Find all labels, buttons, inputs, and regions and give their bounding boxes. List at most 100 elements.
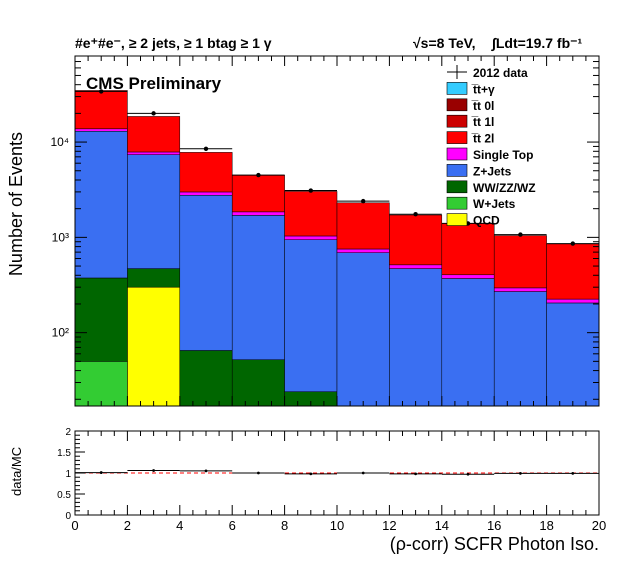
main-y-tick-label: 10⁴ <box>50 135 69 149</box>
bar-t-t-2l-9 <box>546 243 600 300</box>
legend-swatch-qcd <box>446 213 468 226</box>
x-tick-label: 14 <box>435 518 449 533</box>
ratio-point-6 <box>414 472 417 476</box>
bar-single-top-0 <box>74 128 128 132</box>
main-y-axis: 10² 10³ 10⁴ <box>50 55 599 400</box>
bar-t-t-2l-0 <box>74 90 128 130</box>
main-y-tick-label: 10² <box>52 326 69 340</box>
x-tick-label: 12 <box>382 518 396 533</box>
ratio-point-1 <box>152 469 156 472</box>
x-tick-label: 16 <box>487 518 501 533</box>
y-axis-label: Number of Events <box>6 132 26 276</box>
ratio-point-7 <box>466 472 470 476</box>
data-point-2 <box>203 146 209 151</box>
ratio-x-axis: 0 2 4 6 8 10 12 14 16 18 20 <box>71 431 606 533</box>
bar-single-top-4 <box>284 235 338 240</box>
bar-single-top-3 <box>231 211 285 216</box>
x-tick-label: 4 <box>176 518 183 533</box>
legend-swatch-t-t-0l <box>446 98 468 112</box>
legend-label: t̅t+γ <box>471 82 495 96</box>
legend-label: t̅t 0l <box>471 99 494 113</box>
ratio-point-3 <box>257 471 260 475</box>
data-points <box>75 89 599 246</box>
x-tick-label: 0 <box>71 518 78 533</box>
bar-t-t-2l-1 <box>127 116 181 153</box>
legend-label: t̅t 1l <box>471 115 494 129</box>
legend-label: t̅t 2l <box>471 132 494 146</box>
ratio-y-tick-label: 0 <box>65 511 71 522</box>
ratio-point-9 <box>571 472 575 475</box>
main-plot: 10² 10³ 10⁴ CMS Preliminary 2012 data t̅t+γ… <box>50 55 600 407</box>
legend-swatch-single-top <box>446 147 468 161</box>
bar-single-top-2 <box>179 191 233 196</box>
bar-ww-zz-wz-2 <box>179 350 233 407</box>
ratio-y-axis: 0 0.5 1 1.5 2 <box>57 427 85 522</box>
ratio-y-axis-label: data/MC <box>9 447 24 496</box>
ratio-point-2 <box>204 469 208 473</box>
bar-t-t-2l-6 <box>389 214 443 266</box>
bar-single-top-1 <box>127 151 181 155</box>
x-tick-label: 2 <box>124 518 131 533</box>
ratio-point-0 <box>99 471 103 474</box>
data-point-5 <box>361 198 366 204</box>
x-tick-label: 18 <box>539 518 553 533</box>
bar-z-jets-6 <box>389 268 443 407</box>
data-point-4 <box>308 188 313 193</box>
data-point-6 <box>413 212 418 217</box>
bar-ww-zz-wz-3 <box>231 359 285 407</box>
legend-swatch-w-jets <box>446 196 468 210</box>
bar-t-t-2l-4 <box>284 191 338 237</box>
energy-label: √s=8 TeV, <box>413 35 476 51</box>
bar-z-jets-9 <box>546 302 600 407</box>
bar-z-jets-5 <box>336 252 390 407</box>
legend-swatch-ww-zz-wz <box>446 180 468 194</box>
bar-z-jets-3 <box>231 215 285 360</box>
ratio-y-tick-label: 2 <box>65 427 71 438</box>
stacked-histogram <box>74 90 600 407</box>
legend-label: Z+Jets <box>473 164 512 178</box>
bar-single-top-8 <box>493 287 547 292</box>
ratio-point-8 <box>519 472 522 475</box>
ratio-point-4 <box>309 472 313 476</box>
main-y-tick-label: 10³ <box>52 230 69 244</box>
bar-z-jets-4 <box>284 239 338 392</box>
x-axis-label: (ρ-corr) SCFR Photon Iso. <box>390 534 599 554</box>
bar-ww-zz-wz-1 <box>127 268 181 288</box>
bar-single-top-9 <box>546 298 600 304</box>
bar-ww-zz-wz-0 <box>74 277 128 362</box>
bar-single-top-5 <box>336 248 390 253</box>
data-point-0 <box>99 89 104 94</box>
data-point-3 <box>256 172 261 178</box>
bar-z-jets-8 <box>493 291 547 407</box>
bar-t-t-2l-5 <box>336 202 390 250</box>
legend-label: QCD <box>473 214 500 228</box>
ratio-y-tick-label: 1.5 <box>57 448 71 459</box>
ratio-y-tick-label: 0.5 <box>57 490 71 501</box>
bar-z-jets-0 <box>74 131 128 279</box>
data-point-9 <box>570 241 575 246</box>
bar-z-jets-7 <box>441 278 495 407</box>
legend-label: Single Top <box>473 148 533 162</box>
legend-swatch-t-t-1l <box>446 114 468 128</box>
bar-z-jets-1 <box>127 154 181 269</box>
lumi-label: ∫Ldt=19.7 fb⁻¹ <box>491 35 583 52</box>
ratio-point-5 <box>361 471 365 475</box>
main-x-ticks <box>74 56 600 406</box>
legend-swatch-t-t- <box>446 82 468 95</box>
legend-label: 2012 data <box>473 66 528 80</box>
selection-title: #e⁺#e⁻, ≥ 2 jets, ≥ 1 btag ≥ 1 γ <box>75 35 272 51</box>
ratio-points <box>75 469 599 476</box>
bar-t-t-2l-8 <box>493 235 547 289</box>
legend-label: W+Jets <box>473 197 516 211</box>
cms-preliminary-label: CMS Preliminary <box>86 74 222 93</box>
data-point-1 <box>151 111 156 116</box>
x-tick-label: 6 <box>229 518 236 533</box>
x-tick-label: 10 <box>330 518 344 533</box>
bar-qcd-1 <box>127 286 181 407</box>
ratio-y-tick-label: 1 <box>65 469 71 480</box>
ratio-plot: 0 0.5 1 1.5 2 0 2 4 6 8 10 12 14 16 18 20 <box>57 427 606 533</box>
bar-t-t-2l-3 <box>231 174 285 213</box>
x-tick-label: 20 <box>592 518 606 533</box>
legend-swatch-z-jets <box>446 164 468 177</box>
